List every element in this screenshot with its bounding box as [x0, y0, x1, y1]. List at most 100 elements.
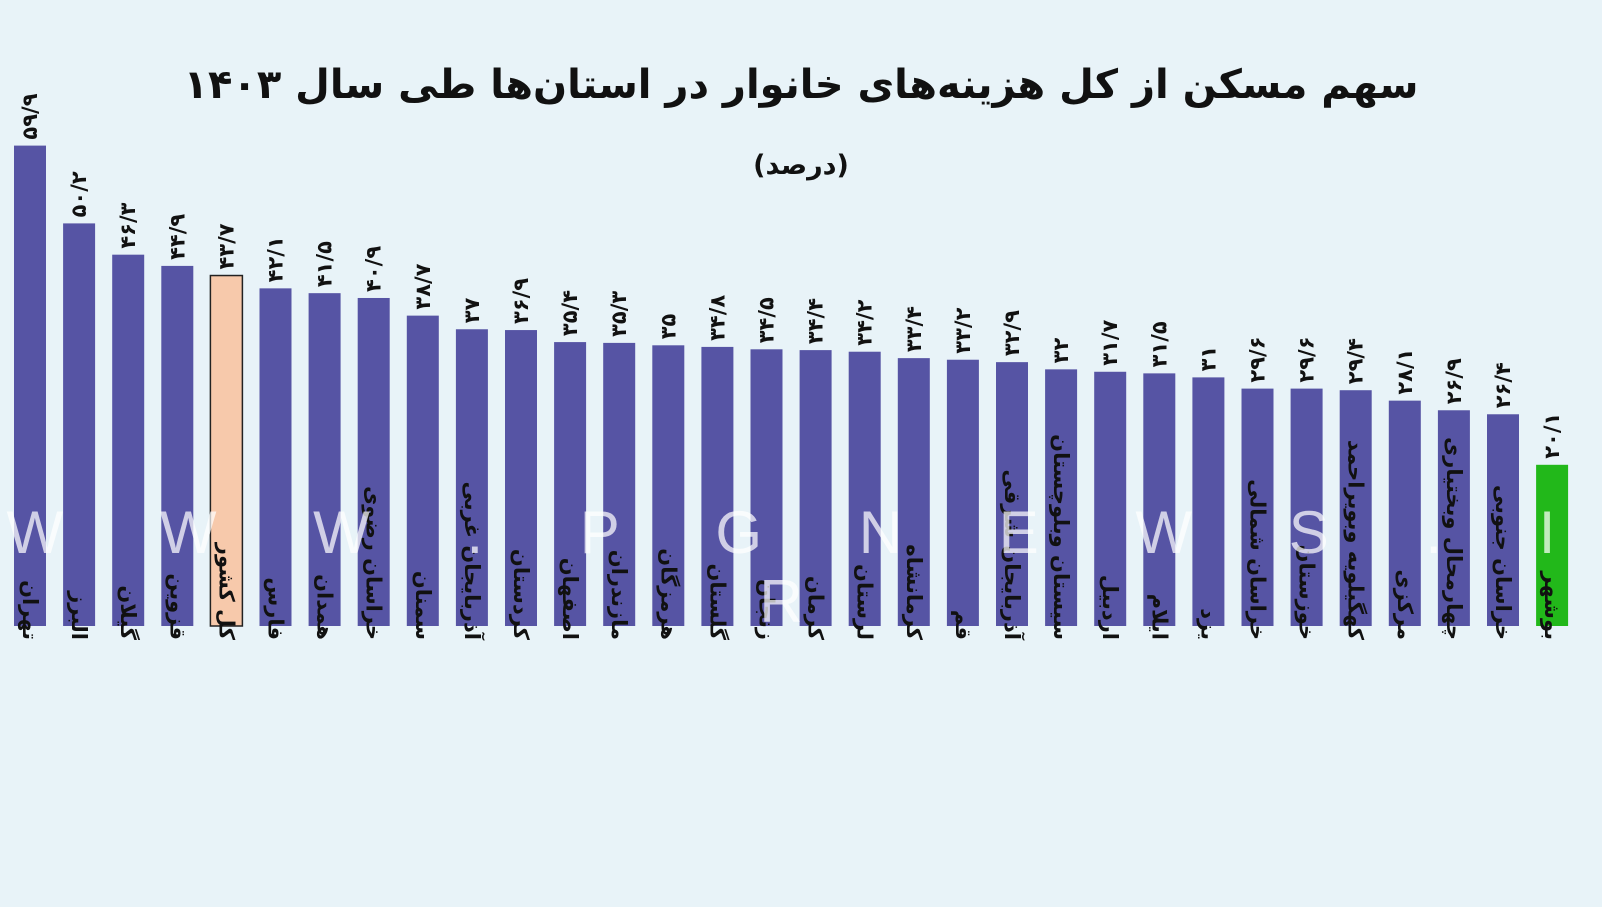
category-label-12: مازندران [607, 550, 631, 640]
bar-11 [554, 342, 587, 626]
value-label-16: ۳۴/۴ [804, 298, 828, 344]
chart-subtitle: (درصد) [753, 150, 849, 181]
category-label-27: کهگیلویه وبویراحمد [1344, 440, 1369, 641]
category-label-21: سیستان وبلوچستان [1049, 434, 1073, 640]
value-label-17: ۳۴/۲ [853, 299, 877, 345]
bar-16 [799, 350, 832, 626]
category-label-28: مرکزی [1393, 569, 1417, 640]
bar-12 [603, 342, 636, 626]
bar-17 [848, 351, 881, 626]
value-label-20: ۳۲/۹ [1000, 310, 1024, 356]
category-label-5: فارس [264, 577, 288, 640]
category-label-3: قزوین [165, 573, 189, 640]
bar-9 [455, 329, 488, 626]
category-label-18: کرمانشاه [902, 544, 926, 640]
value-label-15: ۳۴/۵ [755, 297, 779, 343]
category-label-23: ایلام [1147, 594, 1171, 640]
value-label-6: ۴۱/۵ [313, 241, 337, 287]
category-label-17: لرستان [853, 564, 877, 640]
bar-14 [701, 346, 734, 626]
bar-6 [308, 293, 341, 626]
bar-25 [1241, 388, 1274, 626]
bar-10 [505, 330, 537, 626]
value-label-0: ۵۹/۹ [18, 93, 42, 139]
bar-0 [14, 145, 46, 627]
category-label-2: گیلان [116, 585, 141, 640]
category-label-20: آذربایجان شرقی [1000, 469, 1025, 640]
value-label-14: ۳۴/۸ [705, 295, 729, 341]
value-label-11: ۳۵/۴ [558, 290, 582, 336]
bar-15 [750, 349, 783, 626]
category-label-1: البرز [67, 590, 91, 640]
bar-22 [1094, 371, 1127, 626]
bar-5 [259, 288, 292, 626]
bar-30 [1487, 414, 1519, 626]
bar-13 [652, 345, 685, 626]
bar-8 [406, 315, 439, 626]
value-label-8: ۳۸/۷ [411, 263, 435, 309]
category-label-4: کل کشور [214, 542, 238, 641]
category-label-8: سمنان [411, 571, 435, 640]
category-label-6: همدان [313, 574, 337, 640]
value-label-27: ۲۹/۴ [1344, 338, 1368, 384]
category-label-30: خراسان جنوبی [1491, 485, 1515, 640]
category-label-0: تهران [18, 580, 42, 640]
category-label-10: کردستان [509, 549, 533, 641]
value-label-25: ۲۹/۶ [1246, 336, 1270, 382]
bar-7 [357, 297, 390, 626]
category-label-16: کرمان [804, 576, 828, 641]
bar-21 [1045, 369, 1078, 626]
value-label-19: ۳۳/۲ [951, 307, 975, 353]
bar-4 [209, 274, 244, 627]
bar-27 [1339, 390, 1372, 626]
value-label-30: ۲۶/۴ [1491, 362, 1515, 408]
category-label-13: هرمزگان [656, 548, 681, 640]
value-label-18: ۳۳/۴ [902, 306, 926, 352]
value-label-2: ۴۶/۳ [116, 202, 140, 248]
category-label-29: چهارمحال وبختیاری [1442, 437, 1466, 640]
value-label-28: ۲۸/۱ [1393, 349, 1417, 395]
category-label-26: خوزستان [1295, 545, 1319, 640]
category-label-11: اصفهان [558, 558, 582, 640]
value-label-23: ۳۱/۵ [1147, 321, 1171, 367]
bar-18 [897, 358, 930, 626]
category-label-15: زنجان [755, 579, 779, 640]
value-label-21: ۳۲ [1049, 338, 1073, 364]
value-label-29: ۲۶/۹ [1442, 358, 1466, 404]
category-label-31: بوشهر [1540, 570, 1564, 640]
value-label-10: ۳۶/۹ [509, 278, 533, 324]
category-label-9: آذربایجان غربی [460, 481, 485, 640]
value-label-4: ۴۳/۷ [214, 223, 238, 269]
bar-20 [996, 362, 1028, 626]
bar-1 [63, 223, 96, 626]
value-label-24: ۳۱ [1196, 346, 1220, 372]
category-label-25: خراسان شمالی [1246, 479, 1270, 640]
value-label-7: ۴۰/۹ [362, 246, 386, 292]
bar-31 [1536, 464, 1569, 626]
bar-28 [1388, 400, 1421, 626]
value-label-22: ۳۱/۷ [1098, 319, 1122, 365]
bar-2 [112, 254, 145, 626]
value-label-5: ۴۲/۱ [264, 236, 288, 282]
category-label-22: اردبیل [1098, 575, 1122, 640]
bar-3 [161, 265, 194, 626]
value-label-3: ۴۴/۹ [165, 214, 189, 260]
value-label-13: ۳۵ [656, 313, 680, 339]
category-label-24: یزد [1196, 608, 1220, 640]
value-label-31: ۲۰/۱ [1540, 413, 1564, 459]
bar-29 [1437, 410, 1470, 626]
value-label-12: ۳۵/۳ [607, 291, 631, 337]
bar-24 [1192, 377, 1225, 626]
category-label-14: گلستان [705, 563, 730, 640]
bar-23 [1143, 373, 1176, 626]
category-label-7: خراسان رضوی [362, 486, 386, 640]
bar-19 [946, 359, 979, 626]
value-label-9: ۳۷ [460, 297, 484, 323]
value-label-1: ۵۰/۲ [67, 171, 91, 217]
bar-26 [1290, 388, 1323, 626]
value-label-26: ۲۹/۶ [1295, 336, 1319, 382]
category-label-19: قم [951, 610, 975, 640]
chart-title: سهم مسکن از کل هزینه‌های خانوار در استان… [183, 62, 1419, 108]
